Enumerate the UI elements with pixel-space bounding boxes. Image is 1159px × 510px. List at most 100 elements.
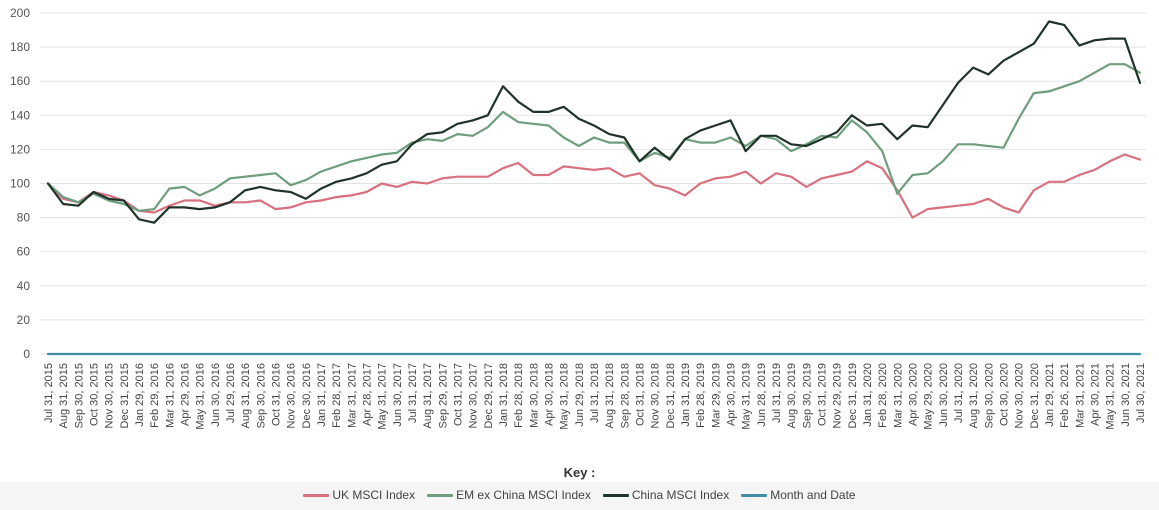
x-tick-label: Nov 30, 2015 xyxy=(104,363,116,428)
y-tick-label: 80 xyxy=(17,211,31,225)
x-tick-label: Mar 31, 2017 xyxy=(346,363,358,428)
x-tick-label: Nov 29, 2019 xyxy=(832,363,844,428)
x-tick-label: Aug 31, 2015 xyxy=(58,363,70,428)
legend-item-em-ex-china-msci-index: EM ex China MSCI Index xyxy=(427,488,591,502)
y-tick-label: 140 xyxy=(10,108,30,122)
x-tick-label: Jun 28, 2019 xyxy=(756,363,768,427)
legend-swatch xyxy=(303,493,330,497)
x-tick-label: Jul 31, 2020 xyxy=(953,363,965,423)
x-tick-label: Dec 31, 2015 xyxy=(119,363,131,428)
x-tick-label: Feb 28, 2018 xyxy=(513,363,525,428)
x-tick-label: Dec 31, 2020 xyxy=(1029,363,1041,428)
x-tick-label: Mar 31, 2020 xyxy=(892,363,904,428)
x-tick-label: Apr 30, 2018 xyxy=(544,363,556,426)
y-tick-label: 100 xyxy=(10,177,30,191)
x-tick-label: Dec 31, 2018 xyxy=(665,363,677,428)
x-tick-label: Apr 29, 2016 xyxy=(180,363,192,426)
y-axis: 0 20 40 60 80 100 120 140 160 180 200 xyxy=(10,6,30,361)
legend-item-month-and-date: Month and Date xyxy=(741,488,856,502)
x-tick-label: Jul 31, 2018 xyxy=(589,363,601,423)
x-tick-label: Jun 30, 2021 xyxy=(1120,363,1132,427)
x-tick-label: Aug 31, 2016 xyxy=(240,363,252,428)
y-tick-label: 60 xyxy=(17,245,31,259)
x-tick-label: Jan 31, 2019 xyxy=(680,363,692,427)
x-tick-label: Oct 30, 2020 xyxy=(999,363,1011,426)
y-tick-label: 160 xyxy=(10,74,30,88)
y-tick-label: 20 xyxy=(17,313,31,327)
legend-label: Month and Date xyxy=(770,488,856,502)
x-tick-label: May 31, 2016 xyxy=(195,363,207,430)
legend-label: UK MSCI Index xyxy=(332,488,416,502)
x-tick-label: May 31, 2018 xyxy=(559,363,571,430)
legend-item-uk-msci-index: UK MSCI Index xyxy=(303,488,415,502)
x-tick-label: Aug 30, 2019 xyxy=(786,363,798,428)
gridlines xyxy=(40,12,1146,355)
x-tick-label: Jan 31, 2020 xyxy=(862,363,874,427)
x-tick-label: Apr 30, 2020 xyxy=(908,363,920,426)
x-tick-label: Feb 28, 2020 xyxy=(877,363,889,428)
x-tick-label: Mar 31, 2021 xyxy=(1074,363,1086,428)
y-tick-label: 200 xyxy=(10,6,30,20)
x-axis: Jul 31, 2015 Aug 31, 2015 Sep 30, 2015 Oct … xyxy=(43,363,1147,430)
x-tick-label: Jan 29, 2016 xyxy=(134,363,146,427)
x-tick-label: May 31, 2019 xyxy=(741,363,753,430)
y-tick-label: 120 xyxy=(10,142,30,156)
x-tick-label: Dec 29, 2017 xyxy=(483,363,495,428)
x-tick-label: Oct 31, 2018 xyxy=(635,363,647,426)
x-tick-label: Jul 31, 2019 xyxy=(771,363,783,423)
x-tick-label: Jan 31, 2017 xyxy=(316,363,328,427)
x-tick-label: Nov 30, 2017 xyxy=(468,363,480,428)
x-tick-label: Oct 31, 2019 xyxy=(817,363,829,426)
x-tick-label: Sep 30, 2020 xyxy=(983,363,995,428)
x-tick-label: May 31, 2017 xyxy=(377,363,389,430)
x-tick-label: Nov 30, 2018 xyxy=(650,363,662,428)
legend-swatch xyxy=(602,493,629,497)
x-tick-label: Aug 31, 2018 xyxy=(604,363,616,428)
x-tick-label: Jul 31, 2015 xyxy=(43,363,55,423)
x-tick-label: Dec 30, 2016 xyxy=(301,363,313,428)
x-tick-label: Feb 26, 2021 xyxy=(1059,363,1071,428)
legend-band xyxy=(0,482,1159,510)
x-tick-label: Sep 30, 2019 xyxy=(801,363,813,428)
x-tick-label: Feb 28, 2017 xyxy=(331,363,343,428)
x-tick-label: Feb 28, 2019 xyxy=(695,363,707,428)
x-tick-label: Jun 30, 2016 xyxy=(210,363,222,427)
series-group xyxy=(46,20,1142,356)
x-tick-label: Sep 28, 2018 xyxy=(619,363,631,428)
x-tick-label: Jul 29, 2016 xyxy=(225,363,237,423)
x-tick-label: Dec 31, 2019 xyxy=(847,363,859,428)
x-tick-label: Apr 30, 2021 xyxy=(1090,363,1102,426)
x-tick-label: Nov 30, 2016 xyxy=(286,363,298,428)
x-tick-label: Feb 29, 2016 xyxy=(149,363,161,428)
series-line-china-msci-index xyxy=(46,20,1142,224)
x-tick-label: Jul 30, 2021 xyxy=(1135,363,1147,423)
y-tick-label: 40 xyxy=(17,279,31,293)
x-tick-label: Sep 29, 2017 xyxy=(437,363,449,428)
x-tick-label: May 31, 2021 xyxy=(1105,363,1117,430)
x-tick-label: Jun 30, 2017 xyxy=(392,363,404,427)
legend-item-china-msci-index: China MSCI Index xyxy=(602,488,730,502)
x-tick-label: Mar 30, 2018 xyxy=(528,363,540,428)
x-tick-label: Oct 30, 2015 xyxy=(89,363,101,426)
x-tick-label: May 29, 2020 xyxy=(923,363,935,430)
x-tick-label: Aug 31, 2020 xyxy=(968,363,980,428)
x-tick-label: Jan 29, 2021 xyxy=(1044,363,1056,427)
legend-label: China MSCI Index xyxy=(631,488,730,502)
legend-swatch xyxy=(741,493,768,497)
x-tick-label: Jun 30, 2020 xyxy=(938,363,950,427)
x-tick-label: Mar 31, 2016 xyxy=(164,363,176,428)
x-tick-label: Nov 30, 2020 xyxy=(1014,363,1026,428)
y-tick-label: 180 xyxy=(10,40,30,54)
x-tick-label: Mar 29, 2019 xyxy=(710,363,722,428)
legend-title: Key : xyxy=(563,465,596,480)
y-tick-label: 0 xyxy=(23,347,30,361)
series-line-em-ex-china-msci-index xyxy=(46,63,1142,212)
x-tick-label: Aug 31, 2017 xyxy=(422,363,434,428)
x-tick-label: Sep 30, 2016 xyxy=(255,363,267,428)
x-tick-label: Jan 31, 2018 xyxy=(498,363,510,427)
x-tick-label: Apr 30, 2019 xyxy=(726,363,738,426)
x-tick-label: Jul 31, 2017 xyxy=(407,363,419,423)
x-tick-label: Sep 30, 2015 xyxy=(73,363,85,428)
legend: UK MSCI Index EM ex China MSCI Index China… xyxy=(0,488,1159,502)
legend-label: EM ex China MSCI Index xyxy=(456,488,591,502)
